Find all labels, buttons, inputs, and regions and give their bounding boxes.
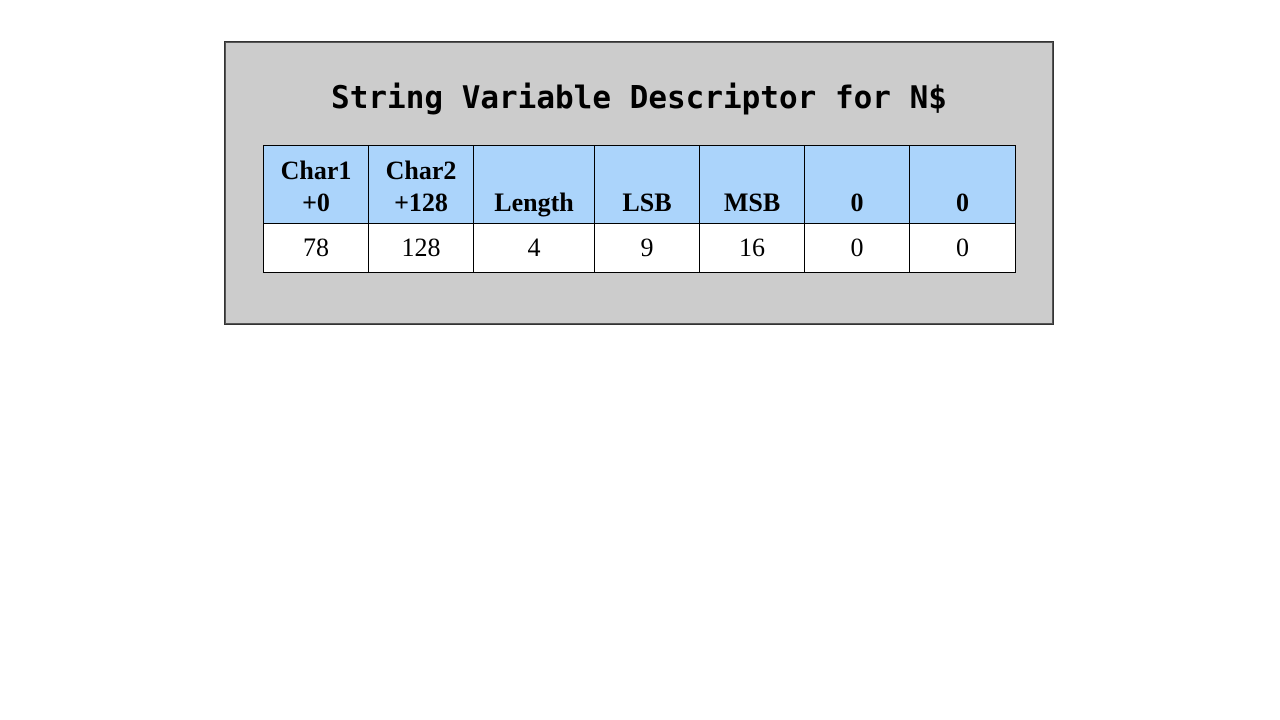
header-length: Length xyxy=(473,145,595,224)
header-char1: Char1 +0 xyxy=(263,145,369,224)
value-msb: 16 xyxy=(699,223,805,273)
header-label-line1: Char1 xyxy=(280,156,352,185)
value-char2: 128 xyxy=(368,223,474,273)
descriptor-table: Char1 +0 Char2 +128 Length LSB MSB 0 xyxy=(263,145,1016,273)
value-length: 4 xyxy=(473,223,595,273)
header-label: MSB xyxy=(723,188,781,217)
header-msb: MSB xyxy=(699,145,805,224)
header-label: Length xyxy=(494,188,574,217)
page-title: String Variable Descriptor for N$ xyxy=(331,80,947,116)
header-char2: Char2 +128 xyxy=(368,145,474,224)
table-row: 78 128 4 9 16 0 0 xyxy=(263,223,1016,273)
value-zero-1: 0 xyxy=(804,223,910,273)
value-zero-2: 0 xyxy=(909,223,1016,273)
header-label: 0 xyxy=(956,188,969,217)
value-char1: 78 xyxy=(263,223,369,273)
header-label-line2: +128 xyxy=(394,188,448,217)
header-lsb: LSB xyxy=(594,145,700,224)
header-zero-2: 0 xyxy=(909,145,1016,224)
header-label: LSB xyxy=(622,188,672,217)
header-label-line1: Char2 xyxy=(385,156,457,185)
descriptor-panel: String Variable Descriptor for N$ Char1 … xyxy=(224,41,1054,325)
header-row: Char1 +0 Char2 +128 Length LSB MSB 0 xyxy=(263,145,1016,224)
header-label: 0 xyxy=(850,188,864,217)
header-label-line2: +0 xyxy=(302,188,330,217)
value-lsb: 9 xyxy=(594,223,700,273)
header-zero-1: 0 xyxy=(804,145,910,224)
